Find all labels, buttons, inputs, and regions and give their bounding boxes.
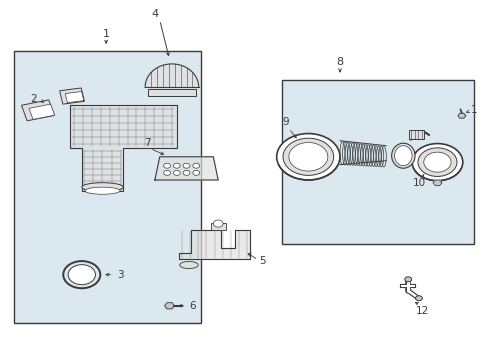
Ellipse shape xyxy=(394,146,412,166)
Bar xyxy=(14,51,201,323)
Circle shape xyxy=(173,163,180,168)
Ellipse shape xyxy=(85,187,120,194)
Circle shape xyxy=(164,170,171,175)
Bar xyxy=(282,80,474,244)
Bar xyxy=(22,100,54,121)
Bar xyxy=(147,89,196,96)
Circle shape xyxy=(213,220,223,227)
Text: 9: 9 xyxy=(282,117,289,127)
Text: 3: 3 xyxy=(117,270,124,280)
Ellipse shape xyxy=(82,183,123,192)
Text: 1: 1 xyxy=(102,29,110,39)
Circle shape xyxy=(68,265,96,285)
Circle shape xyxy=(193,170,200,175)
Circle shape xyxy=(424,152,451,172)
Bar xyxy=(29,104,55,120)
Text: 1: 1 xyxy=(470,105,477,115)
Polygon shape xyxy=(145,64,199,87)
Text: 6: 6 xyxy=(189,301,196,311)
Circle shape xyxy=(416,296,422,301)
Circle shape xyxy=(289,143,328,171)
Circle shape xyxy=(412,144,463,181)
Circle shape xyxy=(183,170,190,175)
Bar xyxy=(409,130,424,139)
Circle shape xyxy=(283,138,334,175)
Circle shape xyxy=(173,170,180,175)
Bar xyxy=(60,88,84,104)
Polygon shape xyxy=(165,303,174,309)
Bar xyxy=(65,91,84,103)
Circle shape xyxy=(405,277,412,282)
Circle shape xyxy=(193,163,200,168)
Circle shape xyxy=(277,134,340,180)
Text: 2: 2 xyxy=(30,94,36,104)
Ellipse shape xyxy=(180,261,198,269)
Circle shape xyxy=(418,148,457,176)
Ellipse shape xyxy=(392,143,415,168)
Circle shape xyxy=(183,163,190,168)
Text: 10: 10 xyxy=(413,178,426,188)
Polygon shape xyxy=(179,230,250,258)
Text: 12: 12 xyxy=(416,306,429,316)
Polygon shape xyxy=(155,157,218,180)
Text: 7: 7 xyxy=(144,138,151,148)
Polygon shape xyxy=(433,180,442,186)
Text: 4: 4 xyxy=(151,9,158,19)
Text: 5: 5 xyxy=(260,256,266,266)
Bar xyxy=(211,223,225,230)
Polygon shape xyxy=(458,113,466,118)
Text: 8: 8 xyxy=(337,58,343,67)
Polygon shape xyxy=(70,105,177,191)
Circle shape xyxy=(164,163,171,168)
